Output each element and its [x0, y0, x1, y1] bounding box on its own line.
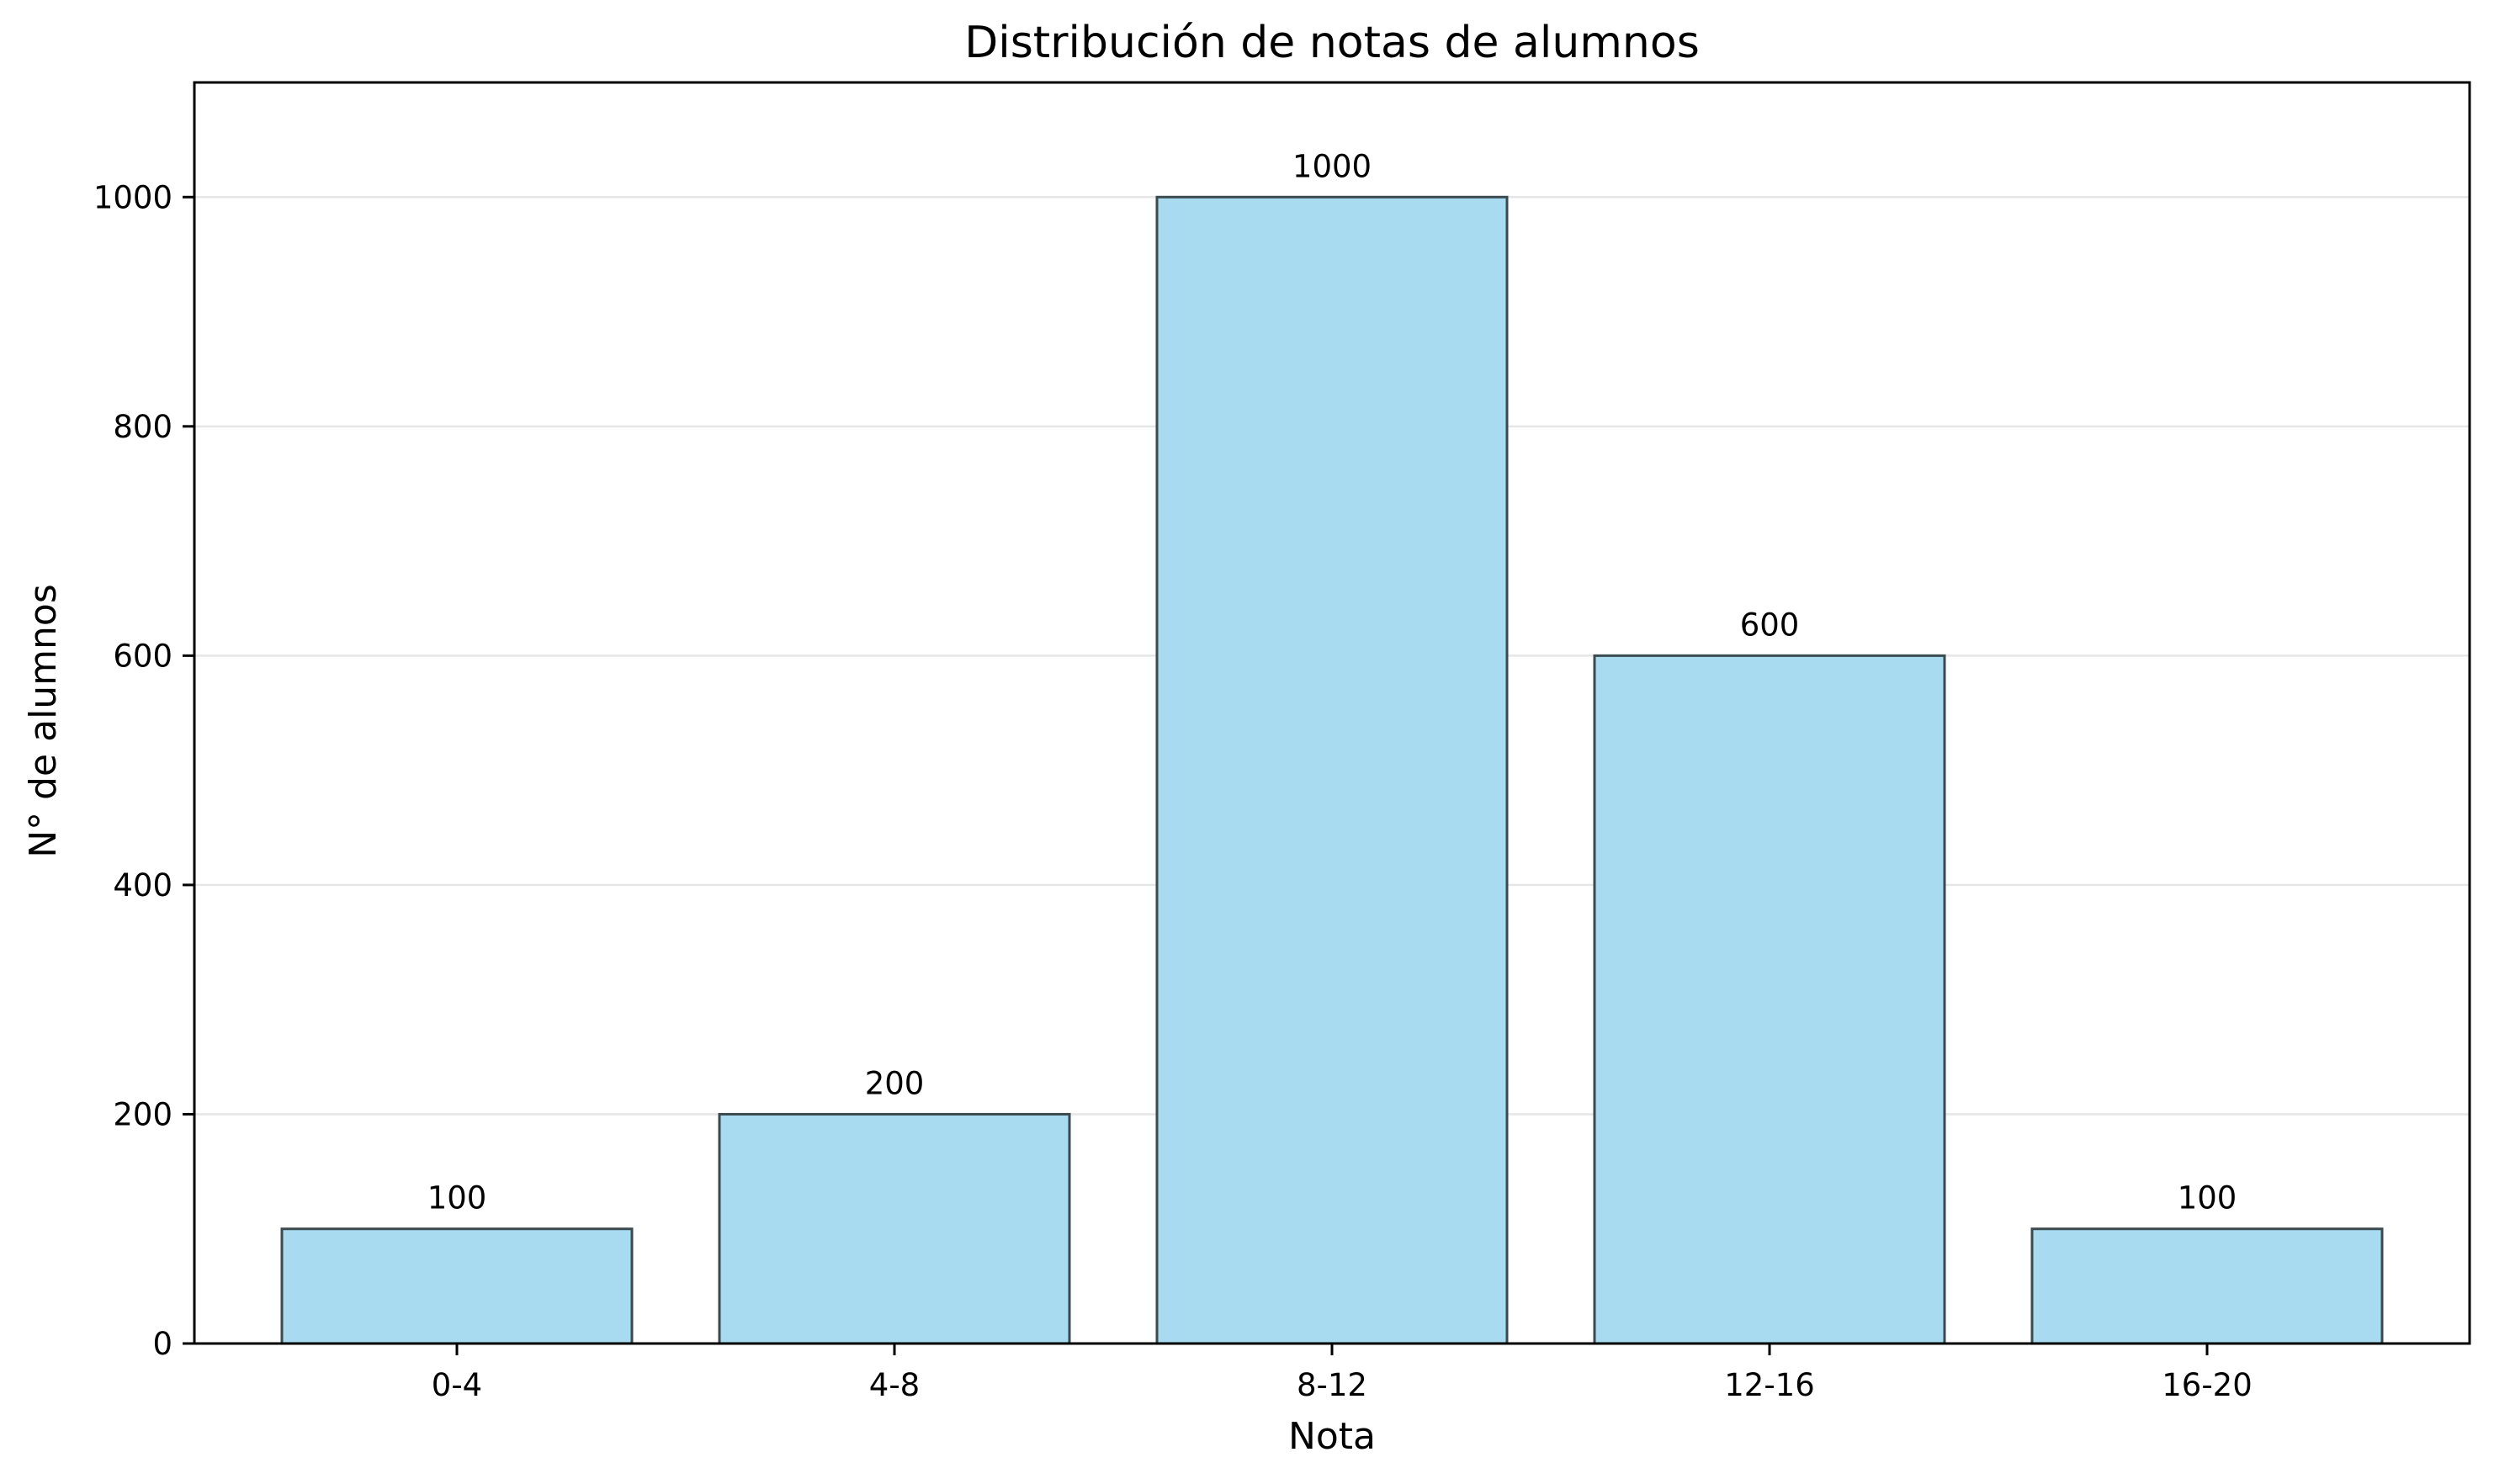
- bar-data-label-1: 200: [865, 1065, 925, 1101]
- y-tick-label-1: 200: [113, 1096, 172, 1132]
- x-tick-label-4: 16-20: [2162, 1367, 2253, 1403]
- x-tick-label-3: 12-16: [1724, 1367, 1815, 1403]
- bar-3: [1593, 654, 1946, 1345]
- y-tick-label-4: 800: [113, 409, 172, 445]
- bar-data-label-0: 100: [427, 1180, 487, 1216]
- y-tick-label-3: 600: [113, 638, 172, 674]
- bar-data-label-4: 100: [2178, 1180, 2237, 1216]
- y-tick-label-0: 0: [152, 1326, 172, 1362]
- bar-2: [1155, 195, 1509, 1345]
- x-tick-label-1: 4-8: [869, 1367, 920, 1403]
- x-tick-label-0: 0-4: [432, 1367, 482, 1403]
- y-axis-ticks: 0 200 400 600 800 1000: [93, 179, 194, 1362]
- bar-data-labels: 100 200 1000 600 100: [427, 148, 2237, 1216]
- x-axis-ticks: 0-4 4-8 8-12 12-16 16-20: [432, 1344, 2253, 1403]
- x-axis-label: Nota: [1288, 1415, 1376, 1458]
- y-tick-label-2: 400: [113, 867, 172, 904]
- bar-4: [2030, 1227, 2384, 1345]
- bar-data-label-2: 1000: [1292, 148, 1372, 184]
- bars: [280, 195, 2384, 1345]
- bar-data-label-3: 600: [1740, 607, 1800, 643]
- y-tick-label-5: 1000: [93, 179, 172, 215]
- bar-0: [280, 1227, 634, 1345]
- x-tick-label-2: 8-12: [1297, 1367, 1367, 1403]
- chart-title: Distribución de notas de alumnos: [964, 18, 1700, 68]
- y-axis-label: N° de alumnos: [22, 584, 65, 858]
- bar-1: [718, 1112, 1071, 1345]
